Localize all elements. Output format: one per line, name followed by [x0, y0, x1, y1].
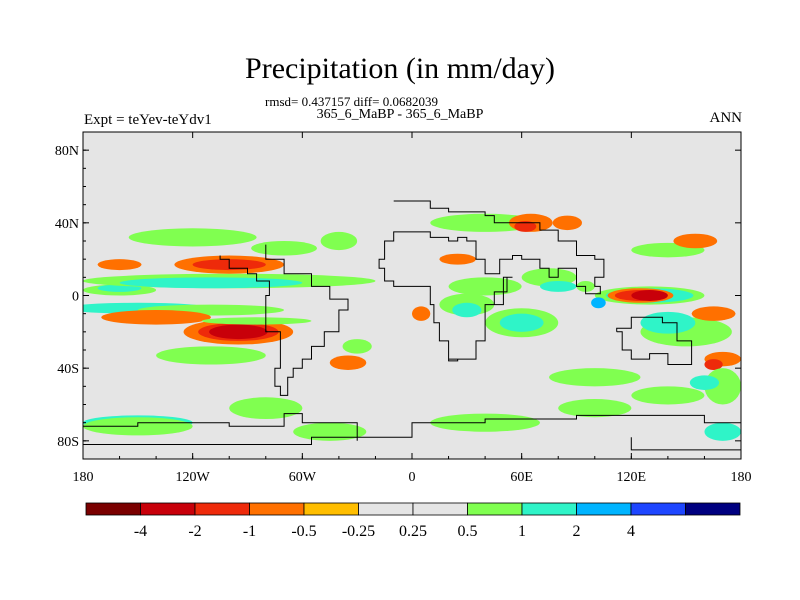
anomaly-region-19	[320, 231, 358, 251]
anomaly-region-41	[673, 233, 718, 249]
y-tick-label-4: 80S	[57, 435, 79, 450]
colorbar-box-1	[140, 502, 196, 516]
anomaly-region-50	[549, 368, 641, 387]
colorbar-label-2: -1	[243, 523, 256, 540]
anomaly-region-18	[342, 339, 372, 354]
x-tick-label-3: 0	[409, 470, 416, 485]
coastline-1	[219, 244, 349, 396]
anomaly-region-25	[448, 277, 522, 296]
coastline-4	[630, 437, 741, 451]
colorbar-box-4	[303, 502, 359, 516]
anomaly-region-37	[631, 290, 668, 301]
anomaly-region-15	[201, 317, 312, 325]
anomaly-region-2	[97, 284, 142, 292]
anomaly-region-16	[156, 346, 266, 365]
chart-title: Precipitation (in mm/day)	[245, 52, 555, 85]
colorbar-box-11	[685, 502, 741, 516]
anomaly-region-56	[558, 399, 632, 418]
anomaly-region-30	[499, 313, 544, 332]
anomaly-region-4	[119, 277, 303, 289]
coastline-layer	[83, 200, 741, 451]
anomaly-region-32	[539, 280, 577, 292]
anomaly-region-48	[689, 375, 720, 390]
anomaly-region-23	[552, 215, 582, 231]
y-tick-label-0: 80N	[55, 144, 79, 159]
colorbar-box-6	[412, 502, 468, 516]
colorbar-label-9: 4	[627, 523, 635, 540]
axes-layer: 180 120W 60W 0 60E 120E 180 80N 40N 0 40S 80S	[55, 131, 752, 485]
anomaly-region-24	[439, 253, 476, 265]
colorbar-label-6: 0.5	[458, 523, 478, 540]
colorbar-box-0	[85, 502, 141, 516]
anomaly-region-10	[128, 228, 257, 247]
x-tick-label-2: 60W	[289, 470, 317, 485]
anomaly-region-14	[209, 324, 268, 340]
x-tick-label-1: 120W	[176, 470, 211, 485]
anomaly-region-9	[251, 241, 317, 256]
colorbar-box-10	[630, 502, 686, 516]
colorbar-label-3: -0.5	[291, 523, 316, 540]
colorbar-box-2	[194, 502, 250, 516]
x-tick-label-6: 180	[731, 470, 752, 485]
anomaly-region-38	[591, 297, 606, 309]
colorbar-box-3	[249, 502, 305, 516]
y-tick-label-2: 0	[72, 290, 79, 305]
colorbar-box-9	[576, 502, 632, 516]
x-tick-label-5: 120E	[617, 470, 647, 485]
colorbar-label-5: 0.25	[399, 523, 427, 540]
anomaly-region-53	[229, 397, 303, 420]
colorbar-box-7	[467, 502, 523, 516]
coastline-0	[378, 200, 605, 362]
anomaly-region-57	[704, 422, 741, 441]
colorbar-label-0: -4	[134, 523, 147, 540]
colorbar-label-1: -2	[188, 523, 201, 540]
colorbar: -4 -2 -1 -0.5 -0.25 0.25 0.5 1 2 4	[85, 502, 741, 540]
anomaly-region-17	[329, 355, 367, 370]
anomaly-region-27	[452, 302, 482, 318]
anomaly-region-11	[101, 310, 211, 325]
colorbar-box-8	[521, 502, 577, 516]
colorbar-label-7: 1	[518, 523, 526, 540]
coastline-2	[616, 316, 693, 365]
anomaly-region-0	[97, 259, 142, 271]
anomaly-region-28	[412, 306, 431, 321]
colorbar-label-4: -0.25	[342, 523, 375, 540]
y-tick-label-3: 40S	[57, 362, 79, 377]
coastline-5	[83, 436, 358, 445]
experiment-label: Expt = teYev-teYdv1	[84, 112, 212, 128]
anomaly-region-54	[293, 422, 367, 441]
experiment-subtitle: 365_6_MaBP - 365_6_MaBP	[316, 107, 484, 122]
anomaly-region-22	[514, 221, 537, 232]
colorbar-label-8: 2	[573, 523, 581, 540]
season-label: ANN	[709, 110, 743, 126]
rmsd-diff-stats: rmsd= 0.437157 diff= 0.0682039	[265, 94, 438, 109]
anomaly-region-49	[631, 386, 705, 405]
colorbar-box-5	[358, 502, 414, 516]
anomaly-region-46	[704, 359, 723, 370]
x-tick-label-4: 60E	[510, 470, 533, 485]
x-tick-label-0: 180	[73, 470, 94, 485]
anomaly-region-44	[691, 306, 736, 321]
coastline-3	[83, 413, 741, 438]
y-tick-label-1: 40N	[55, 217, 79, 232]
